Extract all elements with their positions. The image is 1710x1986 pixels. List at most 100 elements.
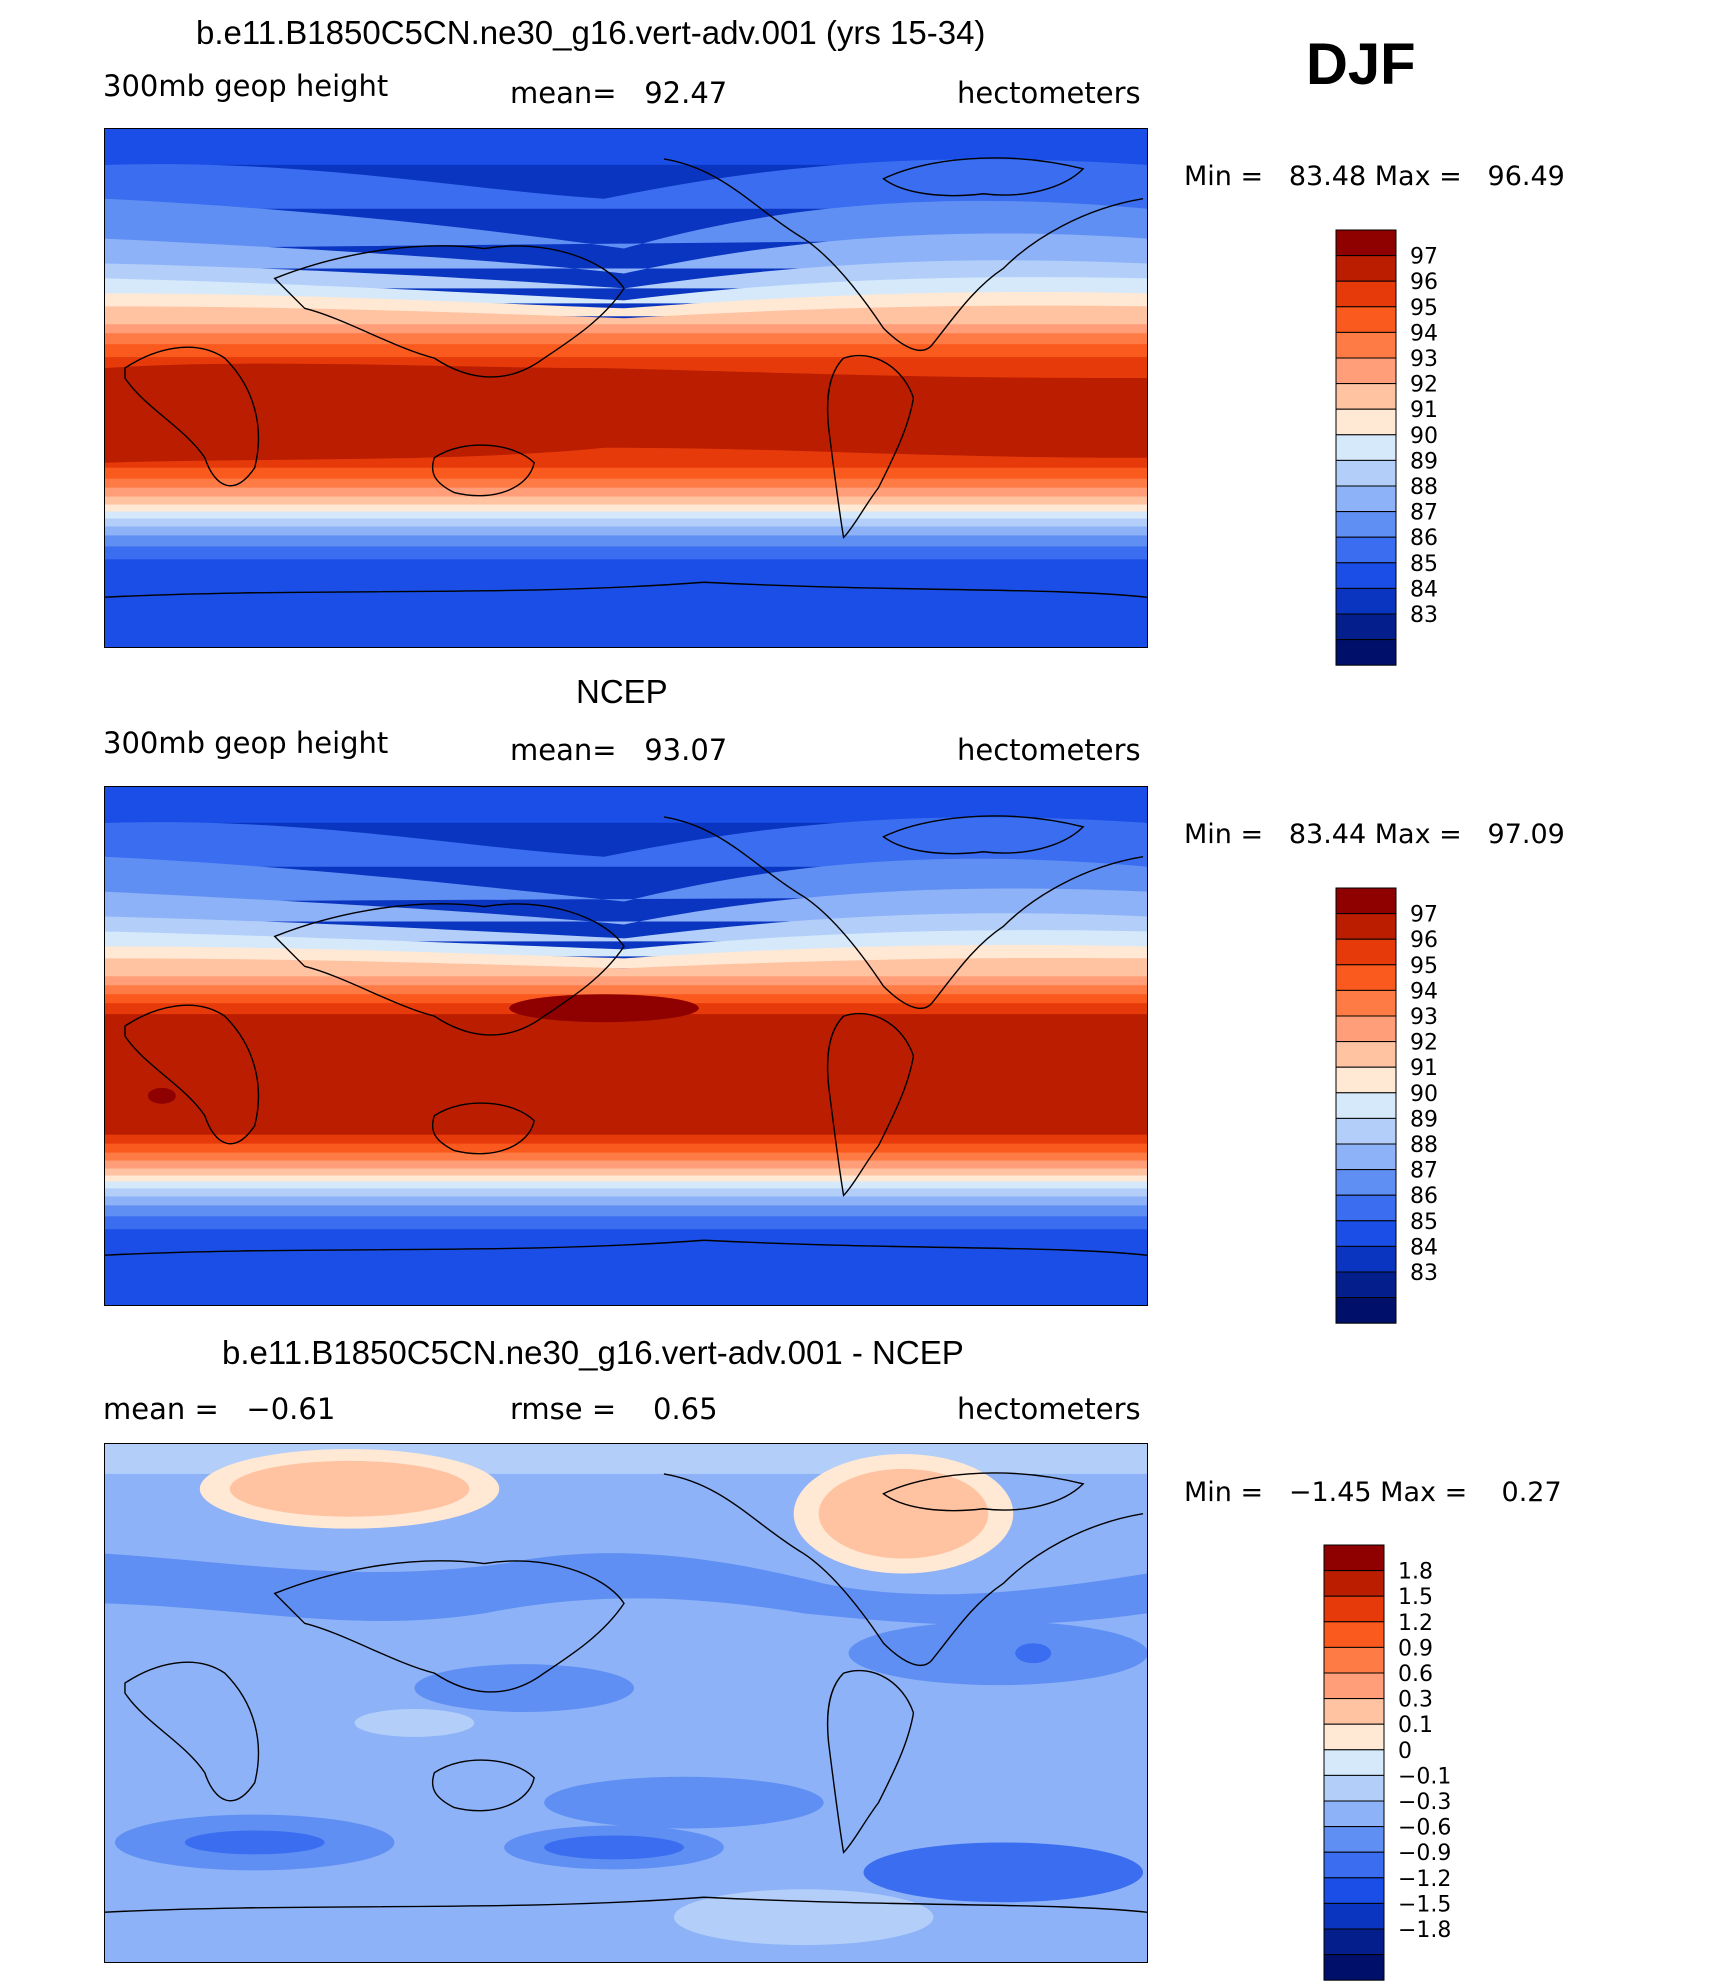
colorbar-label: −1.2 (1398, 1867, 1451, 1892)
colorbar-swatch (1335, 887, 1397, 915)
colorbar-swatch (1323, 1544, 1385, 1572)
panel-1-title: b.e11.B1850C5CN.ne30_g16.vert-adv.001 (y… (196, 14, 986, 51)
colorbar-label: 87 (1410, 1159, 1438, 1184)
colorbar-label: 85 (1410, 552, 1438, 577)
colorbar-label: 83 (1410, 603, 1438, 628)
colorbar-label: 95 (1410, 954, 1438, 979)
colorbar-swatch (1335, 485, 1397, 513)
colorbar-label: −1.8 (1398, 1918, 1451, 1943)
colorbar-swatch (1335, 639, 1397, 666)
colorbar-swatch (1335, 383, 1397, 410)
colorbar-swatch (1335, 1117, 1397, 1145)
colorbar-label: 89 (1410, 449, 1438, 474)
colorbar-swatch (1335, 255, 1397, 282)
colorbar-label: 0 (1398, 1739, 1412, 1764)
panel-3-minmax: Min = −1.45 Max = 0.27 (1184, 1477, 1562, 1508)
colorbar-swatch (1335, 1066, 1397, 1094)
colorbar-label: 83 (1410, 1261, 1438, 1286)
colorbar-swatch (1335, 562, 1397, 589)
panel-2-minmax: Min = 83.44 Max = 97.09 (1184, 819, 1565, 850)
colorbar-swatch (1335, 587, 1397, 615)
colorbar-label: −1.5 (1398, 1892, 1451, 1917)
season-label: DJF (1306, 32, 1416, 97)
panel-1-units: hectometers (957, 76, 1141, 110)
colorbar-label: 84 (1410, 1235, 1438, 1260)
colorbar-swatch (1335, 306, 1397, 333)
colorbar-swatch (1335, 357, 1397, 385)
panel-2-field (105, 787, 1147, 1305)
colorbar-swatch (1335, 1271, 1397, 1299)
panel-3-mean: mean = −0.61 (103, 1392, 336, 1426)
colorbar-swatch (1335, 1297, 1397, 1324)
colorbar-label: 96 (1410, 270, 1438, 295)
colorbar-swatch (1323, 1570, 1385, 1597)
panel-3-title: b.e11.B1850C5CN.ne30_g16.vert-adv.001 - … (222, 1334, 964, 1371)
colorbar-label: 94 (1410, 979, 1438, 1004)
colorbar-swatch (1335, 408, 1397, 436)
colorbar-swatch (1335, 1169, 1397, 1196)
colorbar-swatch (1335, 1143, 1397, 1171)
colorbar-swatch (1335, 1220, 1397, 1247)
colorbar-swatch (1335, 938, 1397, 966)
panel-3-colorbar-svg: 1.81.51.20.90.60.30.10−0.1−0.3−0.6−0.9−1… (1323, 1544, 1451, 1981)
panel-3-rmse: rmse = 0.65 (510, 1392, 718, 1426)
colorbar-swatch (1323, 1774, 1385, 1802)
panel-3-colorbar: 1.8 1.5 1.2 0.9 0.6 0.3 0.1 0 −0.1 −0.3 −0.6 −0.9 −1… (1323, 1544, 1564, 1981)
panel-2-map (104, 786, 1148, 1306)
colorbar-swatch (1335, 511, 1397, 538)
colorbar-swatch (1323, 1877, 1385, 1904)
colorbar-swatch (1323, 1621, 1385, 1648)
colorbar-label: 92 (1410, 1031, 1438, 1056)
colorbar-label: 0.9 (1398, 1636, 1433, 1661)
colorbar-swatch (1335, 964, 1397, 991)
panel-2-units: hectometers (957, 733, 1141, 767)
colorbar-label: 86 (1410, 526, 1438, 551)
colorbar-label: 90 (1410, 424, 1438, 449)
colorbar-swatch (1335, 536, 1397, 564)
panel-1-variable: 300mb geop height (103, 69, 389, 103)
colorbar-swatch (1335, 229, 1397, 257)
colorbar-label: 95 (1410, 296, 1438, 321)
colorbar-label: 1.5 (1398, 1585, 1433, 1610)
panel-3-field (105, 1444, 1147, 1962)
colorbar-label: 97 (1410, 903, 1438, 928)
panel-1-minmax: Min = 83.48 Max = 96.49 (1184, 161, 1565, 192)
panel-2-title: NCEP (576, 673, 668, 710)
colorbar-label: −0.9 (1398, 1841, 1451, 1866)
colorbar-swatch (1323, 1749, 1385, 1776)
colorbar-label: 96 (1410, 928, 1438, 953)
colorbar-swatch (1323, 1723, 1385, 1751)
colorbar-label: 93 (1410, 347, 1438, 372)
panel-1-field (105, 129, 1147, 647)
colorbar-label: 84 (1410, 577, 1438, 602)
colorbar-label: 88 (1410, 475, 1438, 500)
colorbar-swatch (1335, 989, 1397, 1017)
panel-3-units: hectometers (957, 1392, 1141, 1426)
colorbar-label: 88 (1410, 1133, 1438, 1158)
colorbar-swatch (1323, 1851, 1385, 1879)
colorbar-label: 0.3 (1398, 1688, 1433, 1713)
colorbar-label: 91 (1410, 398, 1438, 423)
colorbar-label: −0.6 (1398, 1816, 1451, 1841)
colorbar-label: 90 (1410, 1082, 1438, 1107)
colorbar-label: 1.8 (1398, 1560, 1433, 1585)
colorbar-swatch (1323, 1800, 1385, 1828)
colorbar-swatch (1323, 1646, 1385, 1674)
panel-2-colorbar: 97 96 95 94 93 92 91 90 89 88 87 86 85 84 83 (1335, 887, 1556, 1324)
colorbar-swatch (1323, 1698, 1385, 1725)
colorbar-label: 93 (1410, 1005, 1438, 1030)
colorbar-label: 91 (1410, 1056, 1438, 1081)
colorbar-swatch (1335, 1092, 1397, 1119)
colorbar-label: −0.3 (1398, 1790, 1451, 1815)
colorbar-swatch (1335, 434, 1397, 461)
colorbar-label: −0.1 (1398, 1764, 1451, 1789)
colorbar-swatch (1335, 280, 1397, 308)
colorbar-label: 0.6 (1398, 1662, 1433, 1687)
colorbar-swatch (1335, 1041, 1397, 1068)
colorbar-label: 89 (1410, 1107, 1438, 1132)
colorbar-label: 0.1 (1398, 1713, 1433, 1738)
colorbar-swatch (1335, 1015, 1397, 1043)
colorbar-swatch (1323, 1954, 1385, 1981)
